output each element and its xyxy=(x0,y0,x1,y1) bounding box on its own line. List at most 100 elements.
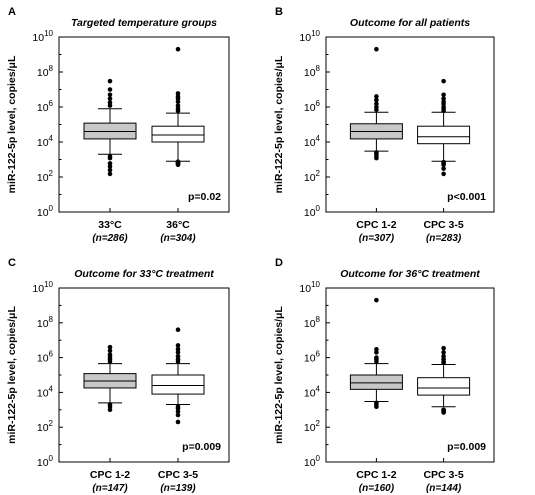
outlier-point xyxy=(107,348,113,353)
y-tick-base: 10 xyxy=(304,422,316,434)
outlier-point xyxy=(107,87,113,92)
outlier-point xyxy=(175,343,181,348)
box-group: CPC 3-5 (n=283) xyxy=(417,78,471,244)
group-n-label: (n=283) xyxy=(426,233,462,244)
y-tick-exponent: 8 xyxy=(316,64,321,73)
outlier-point xyxy=(175,419,181,425)
y-tick-base: 10 xyxy=(37,67,49,79)
y-tick-label: 104 xyxy=(37,384,54,399)
outlier-point xyxy=(441,78,446,84)
p-value: p=0.009 xyxy=(447,441,486,453)
box-group: 33°C (n=286) xyxy=(83,78,137,244)
x-category-label: CPC 3-5 xyxy=(158,469,198,481)
group-n-label: (n=147) xyxy=(92,483,128,494)
box-group: 36°C (n=304) xyxy=(151,46,205,244)
outlier-point xyxy=(175,327,181,333)
panel-letter: B xyxy=(275,6,283,18)
y-axis-label: miR-122-5p level, copies/μL xyxy=(273,55,285,193)
box-group: CPC 3-5 (n=139) xyxy=(151,327,205,494)
outlier-point xyxy=(107,100,113,105)
y-tick-base: 10 xyxy=(37,102,49,114)
y-tick-exponent: 8 xyxy=(316,315,321,324)
group-n-label: (n=304) xyxy=(160,233,196,244)
outlier-point xyxy=(107,171,113,177)
outlier-point xyxy=(175,353,181,359)
y-tick-exponent: 8 xyxy=(49,64,54,73)
outlier-point xyxy=(175,404,181,410)
y-tick-label: 106 xyxy=(304,99,321,114)
y-tick-base: 10 xyxy=(304,353,316,365)
box-group: CPC 1-2 (n=147) xyxy=(83,344,137,494)
y-tick-exponent: 2 xyxy=(49,169,54,178)
y-tick-exponent: 6 xyxy=(316,99,321,108)
x-category-label: CPC 1-2 xyxy=(356,469,396,481)
x-category-label: 36°C xyxy=(166,219,190,231)
panel-letter: C xyxy=(8,257,16,269)
y-tick-label: 108 xyxy=(304,315,321,330)
y-tick-base: 10 xyxy=(299,283,311,295)
y-tick-base: 10 xyxy=(37,137,49,149)
y-tick-base: 10 xyxy=(304,137,316,149)
outlier-point xyxy=(374,346,379,352)
y-tick-label: 102 xyxy=(304,169,321,184)
group-n-label: (n=144) xyxy=(426,483,462,494)
outlier-point xyxy=(374,297,379,303)
y-tick-label: 1010 xyxy=(299,280,320,295)
outlier-point xyxy=(107,154,113,159)
outlier-point xyxy=(441,92,446,98)
y-tick-exponent: 6 xyxy=(49,350,54,359)
outlier-point xyxy=(175,103,181,108)
outlier-point xyxy=(107,78,113,84)
y-tick-base: 10 xyxy=(299,32,311,44)
y-tick-exponent: 0 xyxy=(316,454,321,463)
y-tick-label: 106 xyxy=(304,350,321,365)
y-tick-base: 10 xyxy=(37,207,49,219)
outlier-point xyxy=(107,167,113,173)
y-tick-label: 100 xyxy=(37,204,54,219)
y-tick-label: 108 xyxy=(37,64,54,79)
box-group: CPC 3-5 (n=144) xyxy=(417,345,471,494)
y-tick-label: 106 xyxy=(37,350,54,365)
y-tick-exponent: 10 xyxy=(44,29,53,38)
y-tick-exponent: 4 xyxy=(316,134,321,143)
outlier-point xyxy=(441,350,446,355)
outlier-point xyxy=(441,407,446,413)
y-tick-exponent: 8 xyxy=(49,315,54,324)
iqr-box xyxy=(151,374,205,395)
y-tick-exponent: 10 xyxy=(44,280,53,289)
iqr-box xyxy=(151,125,205,143)
y-tick-base: 10 xyxy=(37,318,49,330)
group-n-label: (n=160) xyxy=(359,483,395,494)
outlier-point xyxy=(374,94,379,99)
panel-title: Outcome for 36°C treatment xyxy=(340,268,480,280)
y-tick-label: 1010 xyxy=(32,280,53,295)
outlier-point xyxy=(107,92,113,98)
y-tick-exponent: 0 xyxy=(49,454,54,463)
y-tick-label: 108 xyxy=(304,64,321,79)
x-category-label: CPC 1-2 xyxy=(356,219,396,231)
outlier-point xyxy=(441,171,446,177)
outlier-point xyxy=(175,412,181,418)
y-axis-label: miR-122-5p level, copies/μL xyxy=(6,55,18,193)
y-tick-label: 102 xyxy=(304,419,321,434)
y-tick-exponent: 4 xyxy=(316,384,321,393)
panel-title: Targeted temperature groups xyxy=(71,17,217,29)
panel-letter: D xyxy=(275,257,283,269)
y-tick-base: 10 xyxy=(304,207,316,219)
outlier-point xyxy=(107,161,113,166)
y-axis-label: miR-122-5p level, copies/μL xyxy=(6,306,18,444)
y-tick-label: 1010 xyxy=(299,29,320,44)
outlier-point xyxy=(107,344,113,350)
iqr-box xyxy=(349,374,403,390)
outlier-point xyxy=(175,159,181,164)
y-tick-base: 10 xyxy=(304,387,316,399)
y-tick-base: 10 xyxy=(37,353,49,365)
outlier-point xyxy=(175,346,181,352)
y-tick-exponent: 4 xyxy=(49,134,54,143)
group-n-label: (n=286) xyxy=(92,233,128,244)
y-tick-exponent: 0 xyxy=(316,204,321,213)
